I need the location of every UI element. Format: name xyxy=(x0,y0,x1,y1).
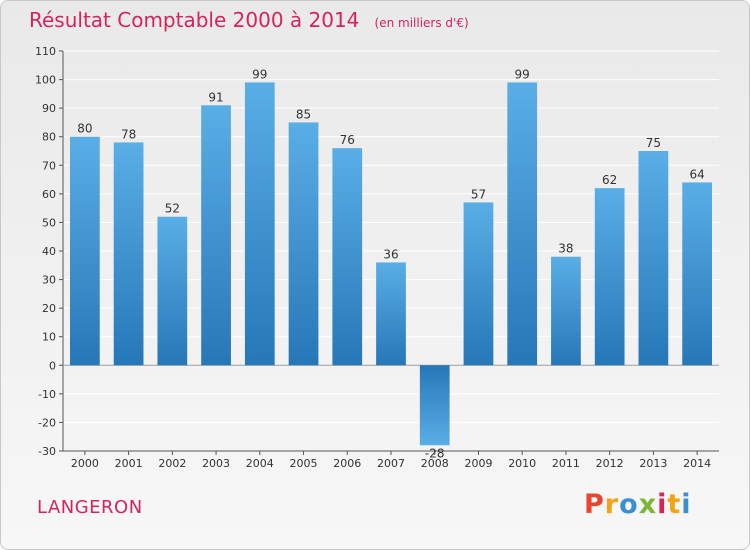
bar-2013 xyxy=(638,151,669,366)
data-label-2011: 38 xyxy=(558,242,573,256)
y-tick-label: -10 xyxy=(38,388,56,401)
y-tick-label: -20 xyxy=(38,416,56,429)
bar-2009 xyxy=(463,202,494,366)
y-tick-label: 110 xyxy=(35,45,56,58)
x-tick-label-2014: 2014 xyxy=(683,457,711,470)
x-tick-label-2007: 2007 xyxy=(377,457,405,470)
data-label-2009: 57 xyxy=(471,187,486,201)
bar-2006 xyxy=(332,148,363,366)
data-label-2010: 99 xyxy=(515,67,530,81)
proxiti-logo: Proxiti xyxy=(584,489,692,520)
bar-2007 xyxy=(376,262,406,366)
y-tick-label: 100 xyxy=(35,74,56,87)
y-tick-label: 60 xyxy=(42,188,56,201)
data-label-2006: 76 xyxy=(340,133,355,147)
bar-2008 xyxy=(419,365,450,446)
data-label-2002: 52 xyxy=(165,202,180,216)
x-tick-label-2005: 2005 xyxy=(290,457,318,470)
bar-2011 xyxy=(551,256,581,366)
x-tick-label-2006: 2006 xyxy=(333,457,361,470)
x-tick-label-2004: 2004 xyxy=(246,457,274,470)
y-tick-label: 50 xyxy=(42,216,56,229)
x-tick-label-2002: 2002 xyxy=(158,457,186,470)
commune-name: LANGERON xyxy=(37,497,143,518)
chart-title: Résultat Comptable 2000 à 2014 (en milli… xyxy=(29,8,469,32)
y-tick-label: 40 xyxy=(42,245,56,258)
bar-2002 xyxy=(157,216,188,366)
data-label-2005: 85 xyxy=(296,107,311,121)
data-label-2007: 36 xyxy=(383,247,398,261)
y-tick-label: 10 xyxy=(42,331,56,344)
x-tick-label-2001: 2001 xyxy=(115,457,143,470)
y-tick-label: 20 xyxy=(42,302,56,315)
y-tick-label: 30 xyxy=(42,274,56,287)
data-label-2012: 62 xyxy=(602,173,617,187)
data-label-2003: 91 xyxy=(208,90,223,104)
data-label-2004: 99 xyxy=(252,67,267,81)
bar-2012 xyxy=(594,188,625,366)
y-tick-label: 80 xyxy=(42,131,56,144)
chart-title-unit: (en milliers d'€) xyxy=(374,16,469,30)
x-tick-label-2009: 2009 xyxy=(464,457,492,470)
bar-2010 xyxy=(507,82,538,366)
x-tick-label-2000: 2000 xyxy=(71,457,99,470)
bar-2005 xyxy=(288,122,319,366)
y-tick-label: 70 xyxy=(42,159,56,172)
data-label-2014: 64 xyxy=(689,167,704,181)
y-tick-label: 0 xyxy=(49,359,56,372)
data-label-2000: 80 xyxy=(77,122,92,136)
bar-2014 xyxy=(682,182,713,366)
data-label-2008: -28 xyxy=(425,446,445,460)
bar-2003 xyxy=(201,105,231,366)
bar-2000 xyxy=(69,136,100,366)
x-tick-label-2011: 2011 xyxy=(552,457,580,470)
x-tick-label-2010: 2010 xyxy=(508,457,536,470)
x-tick-label-2008: 2008 xyxy=(421,457,449,470)
y-tick-label: -30 xyxy=(38,445,56,458)
bar-2004 xyxy=(244,82,275,366)
x-tick-label-2012: 2012 xyxy=(596,457,624,470)
bar-2001 xyxy=(113,142,144,366)
x-tick-label-2013: 2013 xyxy=(639,457,667,470)
data-label-2013: 75 xyxy=(646,136,661,150)
y-tick-label: 90 xyxy=(42,102,56,115)
data-label-2001: 78 xyxy=(121,127,136,141)
x-tick-label-2003: 2003 xyxy=(202,457,230,470)
chart-title-main: Résultat Comptable 2000 à 2014 xyxy=(29,8,360,32)
